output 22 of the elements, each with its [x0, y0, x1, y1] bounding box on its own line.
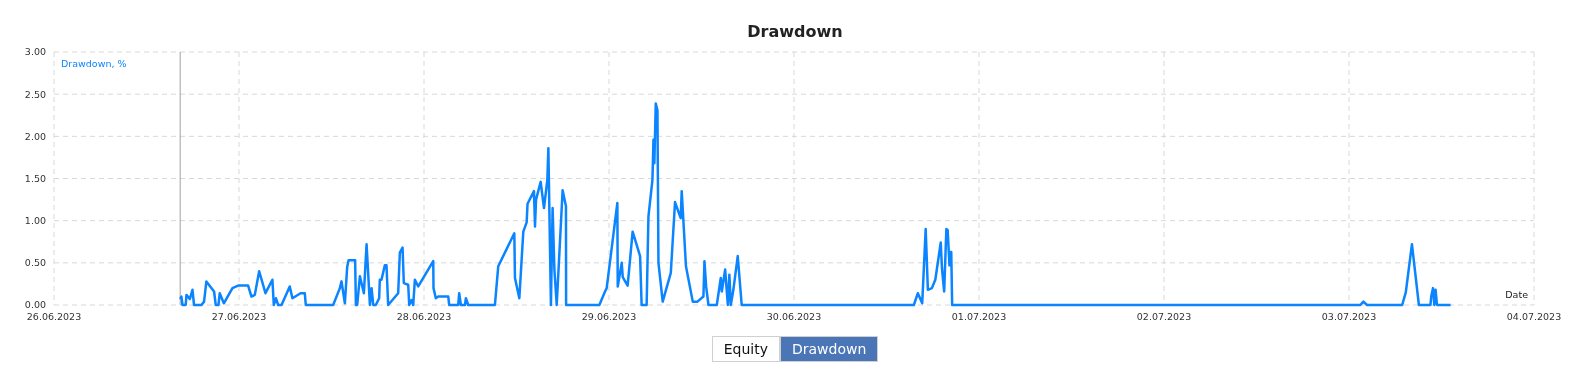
- y-tick-label: 2.50: [24, 88, 46, 100]
- tab-button: Equity: [711, 336, 780, 362]
- line-series: [178, 102, 1452, 307]
- y-tick-label: 1.00: [24, 215, 46, 227]
- chart-title: Drawdown: [746, 21, 844, 43]
- x-tick-label: 29.06.2023: [581, 310, 637, 322]
- x-tick-label: 02.07.2023: [1136, 310, 1192, 322]
- x-tick-label: 26.06.2023: [26, 310, 82, 322]
- y-tick-label: 1.50: [24, 172, 46, 184]
- x-tick-label: 01.07.2023: [951, 310, 1007, 322]
- y-tick-label: 2.00: [24, 130, 46, 142]
- x-tick-label: 30.06.2023: [766, 310, 822, 322]
- y-tick-label: 3.00: [24, 46, 46, 58]
- x-tick-label: 27.06.2023: [211, 310, 267, 322]
- x-axis-title: Date: [1505, 289, 1528, 300]
- y-tick-label: 0.50: [24, 257, 46, 269]
- x-tick-label: 03.07.2023: [1321, 310, 1377, 322]
- y-tick-label: 0.00: [24, 299, 46, 311]
- active-tab-button: Drawdown: [779, 336, 879, 362]
- x-tick-label: 04.07.2023: [1506, 310, 1562, 322]
- x-tick-label: 28.06.2023: [396, 310, 452, 322]
- y-axis-title: Drawdown, %: [61, 58, 127, 69]
